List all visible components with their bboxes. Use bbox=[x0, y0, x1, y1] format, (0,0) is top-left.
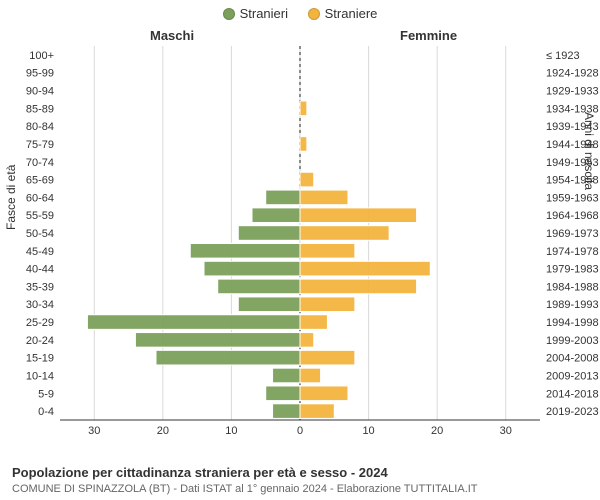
birth-label: 1999-2003 bbox=[546, 335, 599, 347]
legend-swatch-female bbox=[308, 8, 320, 20]
birth-label: 1974-1978 bbox=[546, 246, 599, 258]
svg-text:30: 30 bbox=[88, 425, 100, 437]
age-label: 55-59 bbox=[26, 210, 54, 222]
age-label: 50-54 bbox=[26, 228, 54, 240]
birth-label: 1989-1993 bbox=[546, 299, 599, 311]
bar-male bbox=[266, 386, 300, 401]
pyramid-svg: 0 10 10 20 20 30 30 100+ ≤ 1923 95-99 1924-1928 90-… bbox=[0, 0, 600, 500]
birth-label: 2019-2023 bbox=[546, 406, 599, 418]
bar-female bbox=[300, 244, 355, 259]
bar-female bbox=[300, 386, 348, 401]
chart-footer: Popolazione per cittadinanza straniera p… bbox=[12, 465, 588, 496]
chart-subtitle: COMUNE DI SPINAZZOLA (BT) - Dati ISTAT a… bbox=[12, 482, 588, 496]
bar-female bbox=[300, 137, 307, 152]
birth-label: 2009-2013 bbox=[546, 370, 599, 382]
bar-male bbox=[252, 208, 300, 223]
birth-label: 1924-1928 bbox=[546, 68, 599, 80]
y-axis-title-age: Fasce di età bbox=[4, 165, 18, 230]
birth-label: 1959-1963 bbox=[546, 192, 599, 204]
birth-label: 2004-2008 bbox=[546, 353, 599, 365]
bar-male bbox=[273, 404, 300, 419]
bar-female bbox=[300, 404, 334, 419]
bar-female bbox=[300, 333, 314, 348]
age-label: 70-74 bbox=[26, 157, 54, 169]
bar-male bbox=[204, 261, 300, 276]
age-label: 40-44 bbox=[26, 264, 54, 276]
bar-female bbox=[300, 190, 348, 205]
age-label: 80-84 bbox=[26, 121, 54, 133]
age-label: 45-49 bbox=[26, 246, 54, 258]
legend-label-male: Stranieri bbox=[240, 6, 288, 21]
bar-female bbox=[300, 297, 355, 312]
bar-male bbox=[238, 226, 300, 241]
age-label: 20-24 bbox=[26, 335, 54, 347]
birth-label: 1984-1988 bbox=[546, 281, 599, 293]
svg-text:20: 20 bbox=[431, 425, 443, 437]
birth-label: 1964-1968 bbox=[546, 210, 599, 222]
age-label: 35-39 bbox=[26, 281, 54, 293]
population-pyramid-chart: Stranieri Straniere Maschi Femmine Fasce… bbox=[0, 0, 600, 500]
chart-title: Popolazione per cittadinanza straniera p… bbox=[12, 465, 588, 482]
legend-swatch-male bbox=[223, 8, 235, 20]
age-label: 60-64 bbox=[26, 192, 54, 204]
bar-female bbox=[300, 279, 417, 294]
bar-male bbox=[238, 297, 300, 312]
birth-label: 1969-1973 bbox=[546, 228, 599, 240]
age-label: 5-9 bbox=[38, 388, 54, 400]
age-label: 15-19 bbox=[26, 353, 54, 365]
age-label: 25-29 bbox=[26, 317, 54, 329]
age-label: 10-14 bbox=[26, 370, 54, 382]
age-label: 95-99 bbox=[26, 68, 54, 80]
birth-label: 2014-2018 bbox=[546, 388, 599, 400]
svg-text:30: 30 bbox=[500, 425, 512, 437]
column-title-male: Maschi bbox=[150, 28, 194, 43]
bar-male bbox=[156, 350, 300, 365]
birth-label: 1929-1933 bbox=[546, 86, 599, 98]
age-label: 75-79 bbox=[26, 139, 54, 151]
age-label: 30-34 bbox=[26, 299, 54, 311]
age-label: 90-94 bbox=[26, 86, 54, 98]
bar-male bbox=[190, 244, 300, 259]
birth-label: 1994-1998 bbox=[546, 317, 599, 329]
bar-female bbox=[300, 315, 327, 330]
bar-male bbox=[266, 190, 300, 205]
bar-male bbox=[87, 315, 300, 330]
svg-text:0: 0 bbox=[297, 425, 303, 437]
legend-label-female: Straniere bbox=[325, 6, 378, 21]
bar-female bbox=[300, 208, 417, 223]
svg-text:10: 10 bbox=[362, 425, 374, 437]
bar-male bbox=[273, 368, 300, 383]
bar-female bbox=[300, 226, 389, 241]
bar-female bbox=[300, 261, 430, 276]
age-label: 0-4 bbox=[38, 406, 54, 418]
age-label: 85-89 bbox=[26, 103, 54, 115]
bar-female bbox=[300, 350, 355, 365]
bar-male bbox=[135, 333, 300, 348]
svg-text:10: 10 bbox=[225, 425, 237, 437]
legend-item-male: Stranieri bbox=[223, 6, 288, 21]
bar-female bbox=[300, 368, 321, 383]
age-label: 100+ bbox=[29, 50, 54, 62]
birth-label: 1979-1983 bbox=[546, 264, 599, 276]
bar-female bbox=[300, 172, 314, 187]
birth-label: ≤ 1923 bbox=[546, 50, 580, 62]
y-axis-title-birth: Anni di nascita bbox=[582, 112, 596, 190]
legend: Stranieri Straniere bbox=[0, 6, 600, 23]
age-label: 65-69 bbox=[26, 175, 54, 187]
bar-female bbox=[300, 101, 307, 116]
bar-male bbox=[218, 279, 300, 294]
svg-text:20: 20 bbox=[157, 425, 169, 437]
column-title-female: Femmine bbox=[400, 28, 457, 43]
legend-item-female: Straniere bbox=[308, 6, 378, 21]
